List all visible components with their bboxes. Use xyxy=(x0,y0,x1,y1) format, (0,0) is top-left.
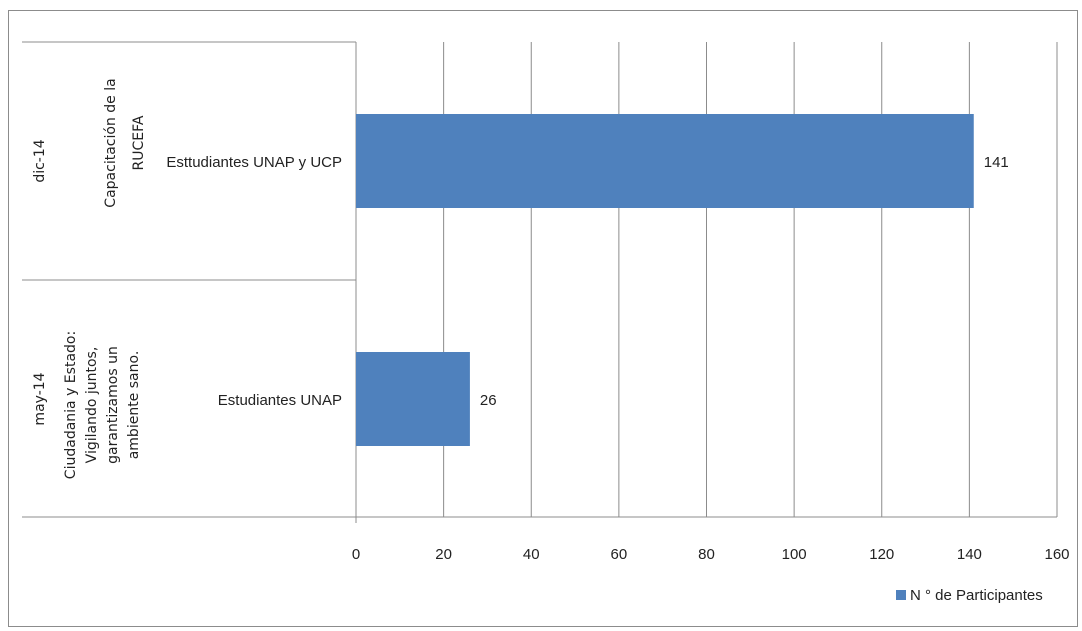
bar-1 xyxy=(356,352,470,446)
group-event-label-1-2: garantizamos un xyxy=(105,346,121,464)
x-tick-label-20: 20 xyxy=(435,546,452,563)
legend-label: N ° de Participantes xyxy=(910,587,1043,604)
group-event-label-1-0: Ciudadania y Estado: xyxy=(63,331,79,479)
x-tick-label-40: 40 xyxy=(523,546,540,563)
x-tick-label-160: 160 xyxy=(1044,546,1069,563)
x-tick-label-120: 120 xyxy=(869,546,894,563)
x-tick-label-80: 80 xyxy=(698,546,715,563)
x-tick-label-140: 140 xyxy=(957,546,982,563)
category-label-0: Esttudiantes UNAP y UCP xyxy=(166,154,342,171)
x-tick-label-0: 0 xyxy=(352,546,360,563)
category-label-1: Estudiantes UNAP xyxy=(218,392,342,409)
group-event-label-1-3: ambiente sano. xyxy=(126,351,142,460)
value-label-1: 26 xyxy=(480,392,497,409)
chart-frame xyxy=(8,10,1078,627)
x-tick-label-60: 60 xyxy=(611,546,628,563)
group-event-label-0-1: RUCEFA xyxy=(131,115,147,170)
legend-swatch xyxy=(896,590,906,600)
value-label-0: 141 xyxy=(984,154,1009,171)
group-date-label-1: may-14 xyxy=(32,372,48,425)
x-tick-label-100: 100 xyxy=(782,546,807,563)
group-date-label-0: dic-14 xyxy=(32,139,48,182)
bar-0 xyxy=(356,114,974,208)
group-event-label-1-1: Vigilando juntos, xyxy=(84,347,100,464)
group-event-label-0-0: Capacitación de la xyxy=(103,78,119,207)
